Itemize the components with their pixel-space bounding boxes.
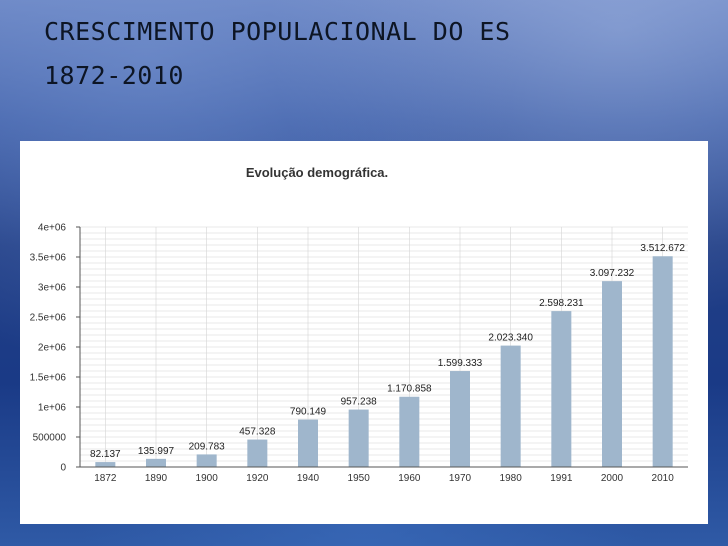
x-tick-label: 1960 bbox=[398, 473, 421, 484]
bar-1970 bbox=[450, 371, 470, 467]
bar-1872 bbox=[95, 462, 116, 467]
x-axis: 1872 1890 1900 1920 1940 1950 1960 1970 1980 1991… bbox=[80, 466, 688, 484]
x-tick-label: 1890 bbox=[145, 473, 168, 484]
value-label-1872: 82.137 bbox=[90, 449, 121, 460]
x-tick-label: 2010 bbox=[652, 473, 675, 484]
value-label-2010: 3.512.672 bbox=[640, 243, 685, 254]
value-label-1991: 2.598.231 bbox=[539, 298, 584, 309]
y-tick-label: 500000 bbox=[33, 433, 67, 444]
bar-1960 bbox=[399, 396, 420, 467]
y-tick-label: 0 bbox=[60, 463, 66, 474]
value-label-1900: 209.783 bbox=[189, 441, 226, 452]
data-labels: 82.137 135.997 209.783 457.328 790.149 957.23… bbox=[90, 243, 685, 460]
bar-1991 bbox=[551, 311, 572, 467]
chart-title: Evolução demográfica. bbox=[246, 165, 388, 180]
population-bar-chart: Evolução demográfica. 0 500000 1e+06 1.5e+0… bbox=[30, 165, 688, 484]
bar-2010 bbox=[652, 256, 673, 467]
slide-title-line1: CRESCIMENTO POPULACIONAL DO ES bbox=[44, 17, 511, 46]
bar-1920 bbox=[247, 439, 268, 467]
x-tick-label: 1991 bbox=[550, 473, 573, 484]
x-tick-label: 1872 bbox=[94, 473, 117, 484]
x-tick-label: 1950 bbox=[348, 473, 371, 484]
y-tick-label: 1.5e+06 bbox=[30, 373, 67, 384]
bar-1940 bbox=[298, 419, 318, 467]
x-tick-label: 1970 bbox=[449, 473, 472, 484]
bar-1980 bbox=[500, 345, 521, 467]
bar-1900 bbox=[196, 454, 217, 467]
value-label-1890: 135.997 bbox=[138, 446, 175, 457]
chart-grid bbox=[80, 226, 688, 468]
y-tick-label: 3.5e+06 bbox=[30, 253, 67, 264]
slide-title-line2: 1872-2010 bbox=[44, 61, 184, 90]
value-label-1960: 1.170.858 bbox=[387, 384, 432, 395]
slide-title: CRESCIMENTO POPULACIONAL DO ES 1872-2010 bbox=[44, 10, 511, 98]
y-tick-label: 2.5e+06 bbox=[30, 313, 67, 324]
x-tick-label: 1940 bbox=[297, 473, 320, 484]
value-label-1920: 457.328 bbox=[239, 427, 276, 438]
x-tick-label: 1920 bbox=[246, 473, 269, 484]
value-label-2000: 3.097.232 bbox=[590, 268, 635, 279]
y-tick-label: 1e+06 bbox=[38, 403, 67, 414]
y-tick-label: 3e+06 bbox=[38, 283, 67, 294]
value-label-1980: 2.023.340 bbox=[488, 333, 533, 344]
x-tick-label: 2000 bbox=[601, 473, 624, 484]
y-tick-label: 2e+06 bbox=[38, 343, 67, 354]
chart-panel: Evolução demográfica. 0 500000 1e+06 1.5e+0… bbox=[20, 141, 708, 524]
bar-2000 bbox=[602, 281, 622, 467]
x-tick-label: 1900 bbox=[196, 473, 219, 484]
y-axis: 0 500000 1e+06 1.5e+06 2e+06 2.5e+06 3e+06 3.5e… bbox=[30, 223, 81, 474]
x-tick-label: 1980 bbox=[500, 473, 523, 484]
bar-1950 bbox=[348, 409, 369, 467]
value-label-1950: 957.238 bbox=[341, 397, 378, 408]
bar-1890 bbox=[146, 458, 166, 467]
chart-bars bbox=[95, 256, 673, 467]
value-label-1970: 1.599.333 bbox=[438, 358, 483, 369]
value-label-1940: 790.149 bbox=[290, 407, 327, 418]
y-tick-label: 4e+06 bbox=[38, 223, 67, 234]
